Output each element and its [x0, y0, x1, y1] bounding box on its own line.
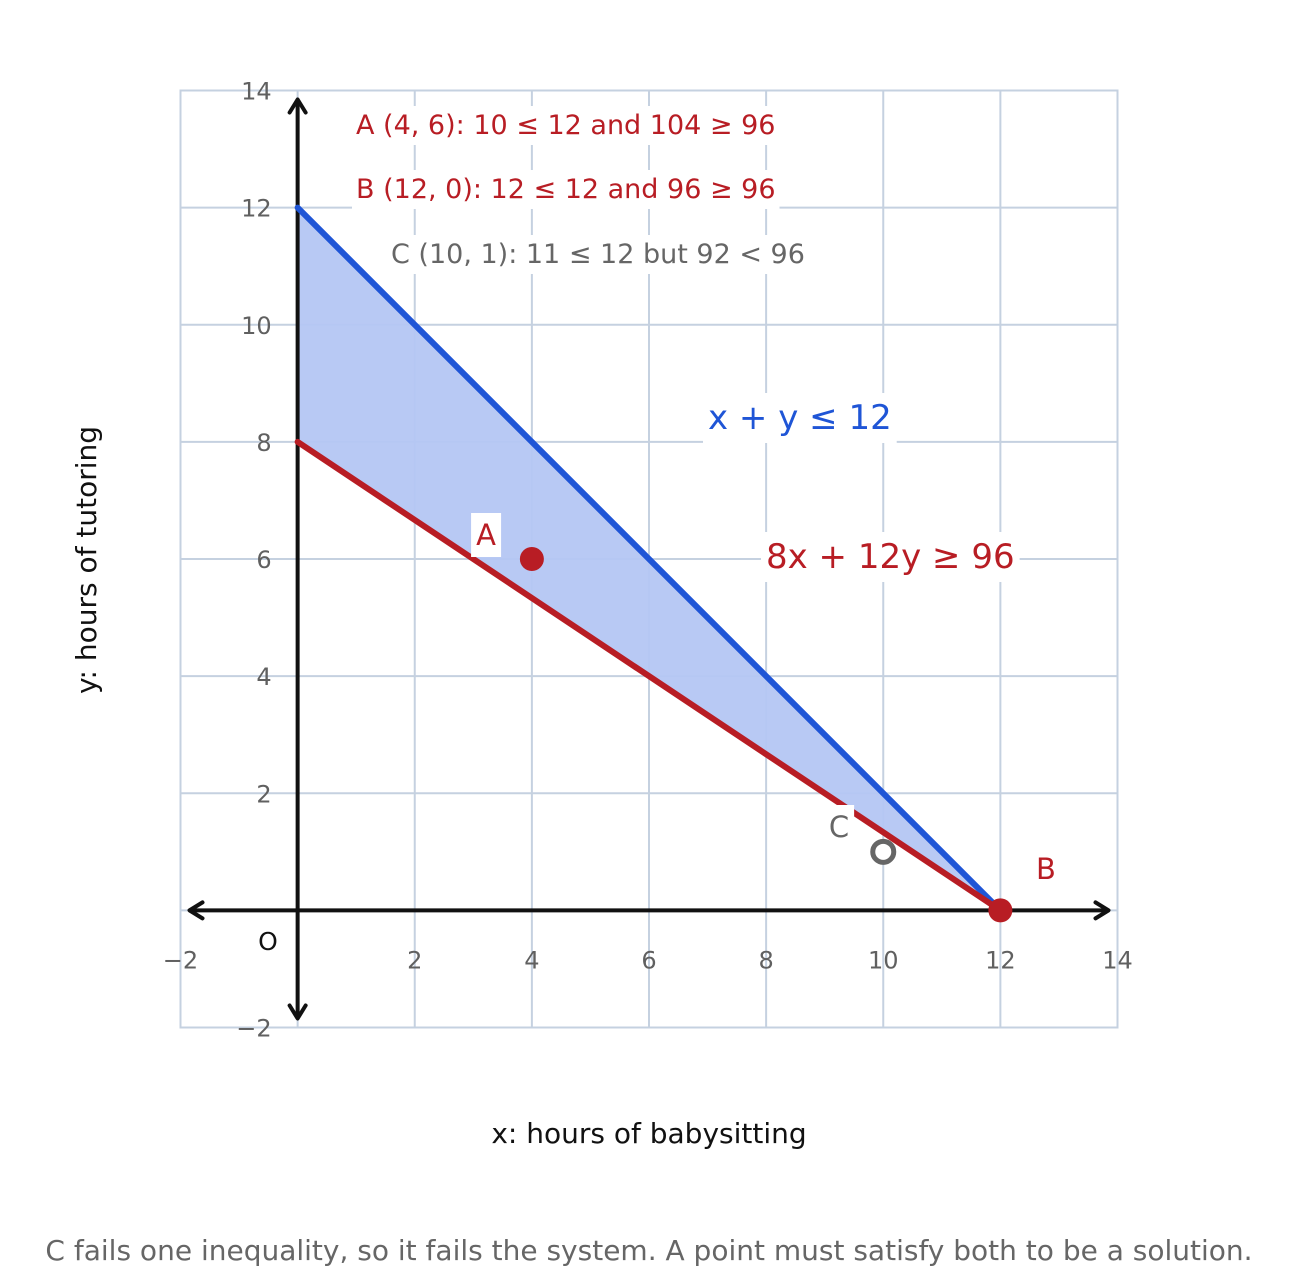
legend-8x-plus-12y-group: 8x + 12y ≥ 96 — [761, 532, 1020, 582]
origin-label: O — [258, 927, 278, 956]
point-c — [870, 838, 897, 865]
line-x-plus-y — [294, 204, 1004, 914]
point-label-a-background — [471, 513, 502, 557]
x-tick-label: −2 — [163, 946, 198, 974]
annotation-point-a-group: A (4, 6): 10 ≤ 12 and 104 ≥ 96 — [352, 106, 780, 145]
annotation-point-a-background — [352, 106, 780, 145]
point-label-b-background — [1031, 847, 1061, 891]
point-b — [988, 898, 1013, 923]
y-tick-label: 2 — [256, 780, 271, 808]
annotation-point-c-group: C (10, 1): 11 ≤ 12 but 92 < 96 — [387, 235, 809, 274]
y-axis-arrow-up — [287, 97, 308, 115]
y-tick-label: −2 — [236, 1015, 271, 1043]
annotation-point-b-group: B (12, 0): 12 ≤ 12 and 96 ≥ 96 — [352, 170, 780, 209]
legend-8x-plus-12y-background — [761, 532, 1020, 582]
x-tick-label: 6 — [641, 946, 656, 974]
point-a — [519, 547, 544, 571]
line-8x-plus-12y — [294, 438, 1004, 914]
x-tick-label: 14 — [1102, 946, 1133, 974]
legend-x-plus-y-background — [703, 393, 897, 443]
point-label-a: A — [476, 518, 496, 552]
y-tick-label: 12 — [241, 195, 272, 223]
annotation-point-b-background — [352, 170, 780, 209]
y-tick-label: 4 — [256, 663, 271, 691]
legend-x-plus-y: x + y ≤ 12 — [708, 398, 892, 438]
y-tick-label: 8 — [256, 429, 271, 457]
annotation-point-a: A (4, 6): 10 ≤ 12 and 104 ≥ 96 — [356, 110, 775, 141]
x-tick-label: 8 — [758, 946, 773, 974]
x-tick-label: 10 — [868, 946, 899, 974]
y-tick-label: 10 — [241, 312, 272, 340]
x-tick-label: 4 — [524, 946, 539, 974]
x-axis-arrow-left — [187, 900, 205, 921]
boundary-lines — [294, 204, 1004, 914]
caption: C fails one inequality, so it fails the … — [45, 1234, 1252, 1267]
annotation-point-c-background — [387, 235, 809, 274]
x-axis-arrow-right — [1093, 900, 1111, 921]
legend-8x-plus-12y: 8x + 12y ≥ 96 — [766, 537, 1015, 577]
point-label-c: C — [829, 810, 849, 844]
point-label-a-group: A — [471, 513, 502, 557]
y-tick-label: 6 — [256, 546, 271, 574]
x-tick-label: 12 — [985, 946, 1016, 974]
y-axis-arrow-down — [287, 1003, 308, 1021]
point-label-b-group: B — [1031, 847, 1061, 891]
tick-labels: −2 2 4 6 8 10 12 14 −2 2 4 6 8 10 12 14 — [163, 78, 1133, 1043]
points — [519, 547, 1013, 923]
point-label-c-background — [823, 805, 855, 849]
annotation-point-b: B (12, 0): 12 ≤ 12 and 96 ≥ 96 — [356, 174, 776, 205]
annotation-point-c: C (10, 1): 11 ≤ 12 but 92 < 96 — [391, 239, 805, 270]
chart-labels: A (4, 6): 10 ≤ 12 and 104 ≥ 96 B (12, 0):… — [352, 106, 1061, 891]
y-axis-label: y: hours of tutoring — [70, 426, 103, 694]
y-tick-label: 14 — [241, 78, 272, 106]
axes — [187, 97, 1111, 1021]
x-tick-label: 2 — [407, 946, 422, 974]
point-label-b: B — [1036, 852, 1056, 886]
legend-x-plus-y-group: x + y ≤ 12 — [703, 393, 897, 443]
x-axis-label: x: hours of babysitting — [491, 1117, 806, 1150]
point-label-c-group: C — [823, 805, 855, 849]
